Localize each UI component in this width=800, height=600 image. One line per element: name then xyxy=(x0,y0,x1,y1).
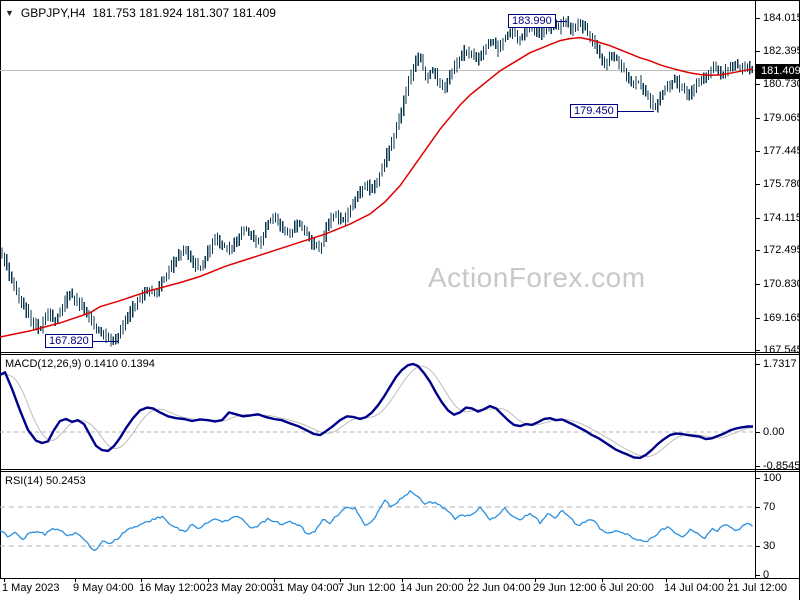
axis-value-label: 172.495 xyxy=(763,244,800,256)
axis-tick xyxy=(755,575,760,576)
time-label: 21 Jul 12:00 xyxy=(727,582,787,594)
time-tick xyxy=(274,578,275,582)
time-label: 23 May 20:00 xyxy=(206,582,273,594)
left-border xyxy=(0,1,1,578)
time-tick xyxy=(602,578,603,582)
axis-value-label: 100 xyxy=(763,472,782,484)
time-axis-border xyxy=(0,578,800,579)
axis-value-label: 170.830 xyxy=(763,278,800,290)
time-tick xyxy=(729,578,730,582)
flag-connector xyxy=(618,111,654,112)
axis-value-label: -0.8545 xyxy=(763,460,800,472)
macd-indicator-label: MACD(12,26,9) 0.1410 0.1394 xyxy=(5,358,155,370)
symbol-timeframe-label: GBPJPY,H4 xyxy=(20,6,86,20)
flag-connector xyxy=(93,341,118,342)
time-label: 29 Jun 12:00 xyxy=(533,582,597,594)
time-tick xyxy=(208,578,209,582)
axis-value-label: 1.7317 xyxy=(763,358,797,370)
axis-value-label: 180.730 xyxy=(763,78,800,90)
time-tick xyxy=(4,578,5,582)
axis-tick xyxy=(755,507,760,508)
axis-tick xyxy=(755,318,760,319)
time-label: 6 Jul 20:00 xyxy=(600,582,654,594)
time-tick xyxy=(141,578,142,582)
axis-tick xyxy=(755,284,760,285)
flag-connector xyxy=(556,21,567,22)
price-chart-plot[interactable] xyxy=(0,1,755,578)
axis-value-label: 167.545 xyxy=(763,344,800,356)
symbol-legend: ▼ GBPJPY,H4 181.753 181.924 181.307 181.… xyxy=(5,6,276,20)
axis-tick xyxy=(755,350,760,351)
axis-tick xyxy=(755,118,760,119)
axis-value-label: 184.015 xyxy=(763,12,800,24)
axis-value-label: 179.065 xyxy=(763,112,800,124)
price-level-flag: 167.820 xyxy=(45,334,93,348)
axis-tick xyxy=(755,84,760,85)
time-tick xyxy=(340,578,341,582)
axis-value-label: 0 xyxy=(763,569,770,581)
time-label: 22 Jun 04:00 xyxy=(467,582,531,594)
current-price-tag: 181.409 xyxy=(756,64,800,79)
chevron-down-icon[interactable]: ▼ xyxy=(5,8,14,18)
axis-value-label: 175.780 xyxy=(763,178,800,190)
time-label: 31 May 04:00 xyxy=(272,582,339,594)
time-tick xyxy=(469,578,470,582)
time-label: 9 May 04:00 xyxy=(73,582,134,594)
panel-divider[interactable] xyxy=(0,354,800,355)
axis-value-label: 169.165 xyxy=(763,312,800,324)
price-axis-border xyxy=(755,1,756,578)
panel-divider[interactable] xyxy=(0,352,800,353)
time-tick xyxy=(535,578,536,582)
time-label: 16 May 12:00 xyxy=(139,582,206,594)
time-label: 1 May 2023 xyxy=(2,582,60,594)
axis-value-label: 70 xyxy=(763,501,776,513)
axis-tick xyxy=(755,364,760,365)
time-tick xyxy=(402,578,403,582)
axis-tick xyxy=(755,432,760,433)
axis-value-label: 177.445 xyxy=(763,145,800,157)
axis-tick xyxy=(755,151,760,152)
panel-divider[interactable] xyxy=(0,469,800,470)
axis-tick xyxy=(755,51,760,52)
axis-tick xyxy=(755,546,760,547)
axis-tick xyxy=(755,218,760,219)
axis-tick xyxy=(755,18,760,19)
axis-value-label: 30 xyxy=(763,540,776,552)
time-label: 14 Jun 20:00 xyxy=(400,582,464,594)
ohlc-values: 181.753 181.924 181.307 181.409 xyxy=(92,6,276,20)
rsi-indicator-label: RSI(14) 50.2453 xyxy=(5,475,86,487)
watermark: ActionForex.com xyxy=(428,262,646,293)
panel-divider[interactable] xyxy=(0,471,800,472)
axis-tick xyxy=(755,466,760,467)
axis-tick xyxy=(755,184,760,185)
axis-tick xyxy=(755,250,760,251)
time-tick xyxy=(666,578,667,582)
time-tick xyxy=(75,578,76,582)
price-level-flag: 183.990 xyxy=(508,14,556,28)
axis-value-label: 0.00 xyxy=(763,426,785,438)
axis-value-label: 182.395 xyxy=(763,45,800,57)
time-label: 14 Jul 04:00 xyxy=(664,582,724,594)
axis-tick xyxy=(755,478,760,479)
price-level-flag: 179.450 xyxy=(570,104,618,118)
time-label: 7 Jun 12:00 xyxy=(338,582,396,594)
axis-value-label: 174.115 xyxy=(763,212,800,224)
